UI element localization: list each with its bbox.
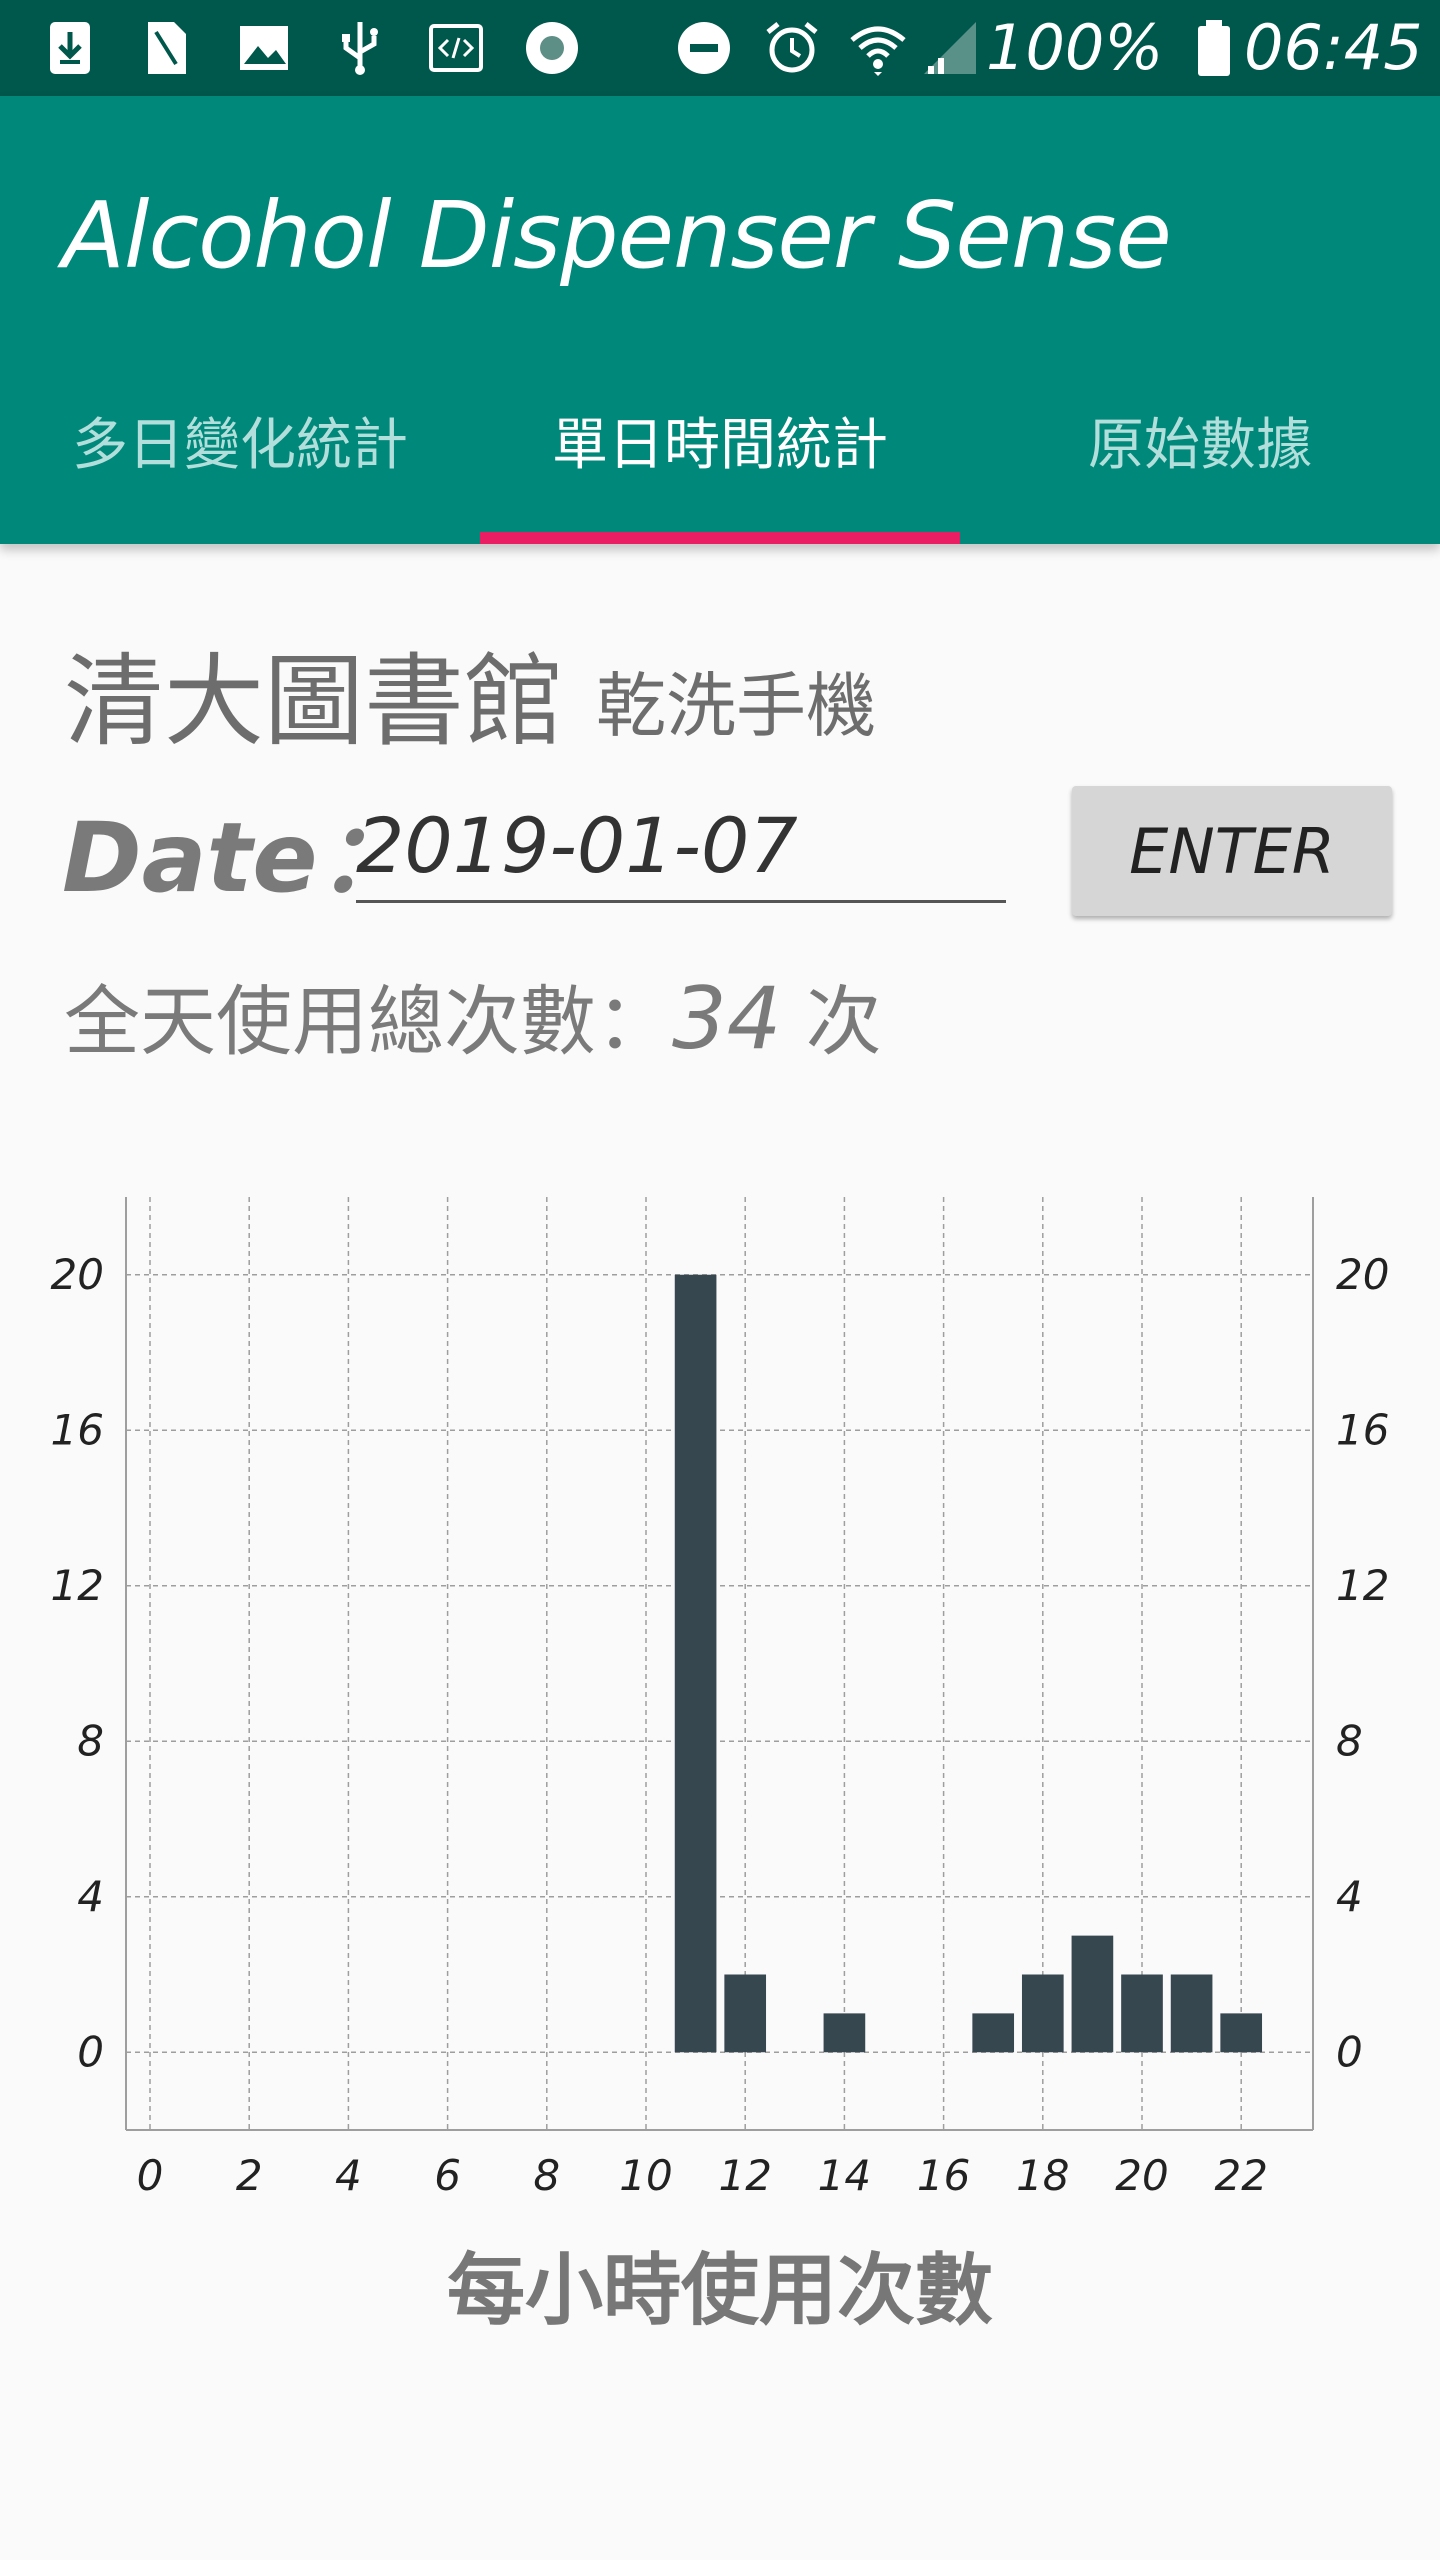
x-tick-label: 0 — [137, 2151, 164, 2200]
x-tick-label: 4 — [335, 2151, 362, 2200]
bar — [674, 1274, 717, 2053]
date-field[interactable] — [356, 790, 1006, 903]
daily-total-value: 34 — [672, 969, 782, 1069]
daily-total: 全天使用總次數：34 次 — [64, 960, 882, 1070]
tab-indicator — [480, 532, 960, 544]
daily-total-prefix: 全天使用總次數： — [64, 977, 672, 1066]
x-tick-label: 22 — [1214, 2151, 1267, 2200]
record-icon — [526, 22, 578, 74]
y-tick-label-left: 4 — [77, 1872, 104, 1921]
chart-x-axis-title: 每小時使用次數 — [446, 2246, 993, 2336]
usb-icon — [342, 22, 378, 75]
wifi-icon — [850, 26, 906, 76]
enter-button[interactable]: ENTER — [1072, 786, 1392, 916]
sim-card-icon — [148, 22, 186, 74]
bar — [972, 2013, 1015, 2053]
y-tick-label-left: 16 — [51, 1405, 104, 1454]
tab-single-day[interactable]: 單日時間統計 — [552, 413, 888, 478]
y-tick-label-right: 4 — [1336, 1872, 1363, 1921]
daily-total-suffix: 次 — [781, 977, 882, 1066]
y-tick-label-left: 20 — [51, 1250, 104, 1299]
date-label: Date： — [62, 802, 414, 914]
y-tick-label-left: 12 — [51, 1561, 104, 1610]
bar — [1170, 1974, 1213, 2053]
y-tick-label-right: 20 — [1336, 1250, 1389, 1299]
hourly-usage-chart: 0 0 4 4 8 8 12 12 16 16 20 20 0 2 4 6 8 10 12 14 16 18 20 22 — [51, 1197, 1389, 2200]
battery-percent: 100% — [986, 11, 1164, 84]
clock: 06:45 — [1244, 11, 1423, 84]
bar — [823, 2013, 866, 2053]
download-icon — [50, 22, 90, 74]
location-name: 清大圖書館 — [64, 643, 564, 760]
battery-icon — [1198, 20, 1230, 76]
x-tick-label: 8 — [533, 2151, 560, 2200]
x-tick-label: 18 — [1016, 2151, 1069, 2200]
y-tick-label-right: 8 — [1336, 1716, 1363, 1765]
alarm-icon — [766, 22, 818, 73]
app-bar: Alcohol Dispenser Sense 多日變化統計 單日時間統計 原始… — [0, 96, 1440, 544]
y-tick-label-right: 0 — [1336, 2027, 1363, 2076]
code-icon — [429, 24, 483, 72]
tab-raw-data[interactable]: 原始數據 — [1088, 413, 1312, 478]
bar — [1071, 1935, 1114, 2053]
x-tick-label: 2 — [236, 2151, 263, 2200]
y-tick-label-right: 16 — [1336, 1405, 1389, 1454]
signal-icon — [924, 22, 976, 74]
x-tick-label: 6 — [434, 2151, 461, 2200]
app-title: Alcohol Dispenser Sense — [62, 182, 1172, 289]
x-tick-label: 14 — [818, 2151, 871, 2200]
y-tick-label-left: 0 — [77, 2027, 104, 2076]
status-bar: 100% 06:45 — [0, 0, 1440, 96]
x-tick-label: 12 — [718, 2151, 771, 2200]
x-tick-label: 16 — [917, 2151, 970, 2200]
image-icon — [240, 26, 288, 70]
tab-multi-day[interactable]: 多日變化統計 — [72, 413, 408, 478]
do-not-disturb-icon — [678, 22, 730, 74]
y-tick-label-right: 12 — [1336, 1561, 1389, 1610]
y-tick-label-left: 8 — [77, 1716, 104, 1765]
bar — [1220, 2013, 1263, 2053]
x-tick-label: 20 — [1115, 2151, 1168, 2200]
bar — [724, 1974, 767, 2053]
bar — [1121, 1974, 1163, 2053]
device-name: 乾洗手機 — [596, 665, 876, 747]
bar — [1021, 1974, 1064, 2053]
x-tick-label: 10 — [619, 2151, 672, 2200]
